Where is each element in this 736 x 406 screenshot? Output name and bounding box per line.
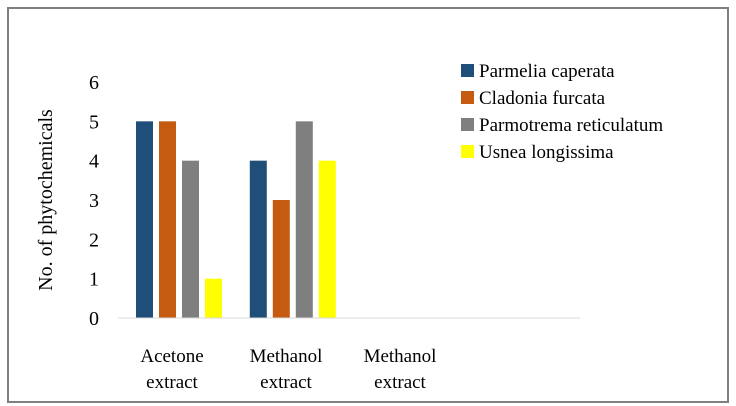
legend-label: Cladonia furcata [479,88,606,109]
bar-parmotrema-reticulatum-0 [182,160,199,318]
y-axis-label: No. of phytochemicals [35,109,57,291]
y-tick-label: 0 [89,308,99,330]
x-tick-label: Methanol [250,346,323,367]
bar-usnea-longissima-0 [205,278,222,318]
y-tick-label: 5 [89,111,99,133]
bar-usnea-longissima-1 [318,160,336,318]
legend-swatch [461,91,474,104]
chart-frame [7,7,729,403]
x-tick-labels: Acetone extract Methanol extract Methanol ext… [140,346,436,393]
legend-swatch [461,64,474,77]
bar-parmotrema-reticulatum-1 [295,121,313,318]
bar-parmelia-caperata-1 [249,160,267,318]
y-tick-label: 6 [89,72,99,94]
legend-label: Usnea longissima [479,142,614,163]
x-tick-label: extract [374,372,426,393]
bar-parmelia-caperata-0 [136,121,153,318]
bars [136,121,336,318]
y-tick-label: 2 [89,229,99,251]
y-tick-label: 4 [89,151,99,173]
bar-cladonia-furcata-0 [159,121,176,318]
bar-cladonia-furcata-1 [272,200,290,318]
y-tick-label: 1 [89,269,99,291]
x-tick-label: Acetone [140,346,203,367]
x-tick-label: Methanol [364,346,437,367]
x-tick-label: extract [260,372,312,393]
x-tick-label: extract [146,372,198,393]
y-tick-labels: 0 1 2 3 4 5 6 [89,72,99,330]
y-tick-label: 3 [89,190,99,212]
legend: Parmelia caperata Cladonia furcata Parmotr… [461,61,663,163]
legend-swatch [461,145,474,158]
legend-label: Parmotrema reticulatum [479,115,663,136]
legend-label: Parmelia caperata [479,61,615,82]
legend-swatch [461,118,474,131]
